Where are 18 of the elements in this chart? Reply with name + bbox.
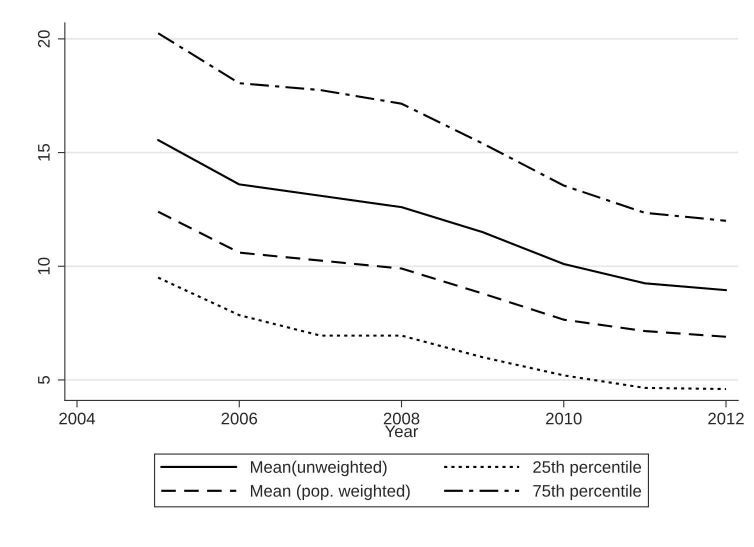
line-series bbox=[157, 276, 728, 390]
x-tick-label: 2010 bbox=[546, 412, 582, 424]
legend-label: Mean(unweighted) bbox=[250, 460, 387, 476]
y-tick-label: 5 bbox=[38, 376, 50, 384]
legend-label: 25th percentile bbox=[533, 460, 642, 476]
y-tick-label: 20 bbox=[38, 30, 50, 48]
y-tick-label: 10 bbox=[38, 258, 50, 274]
line-series bbox=[157, 32, 728, 222]
x-axis-title: Year bbox=[385, 426, 418, 438]
legend-label: Mean (pop. weighted) bbox=[250, 484, 410, 500]
legend-label: 75th percentile bbox=[533, 484, 642, 500]
x-tick-label: 2006 bbox=[222, 412, 258, 424]
y-tick-label: 15 bbox=[38, 144, 50, 161]
x-tick-label: 2008 bbox=[384, 412, 420, 424]
line-series bbox=[157, 139, 728, 292]
x-tick-label: 2012 bbox=[708, 412, 744, 424]
x-tick-label: 2004 bbox=[59, 412, 96, 424]
line-series bbox=[157, 210, 728, 338]
